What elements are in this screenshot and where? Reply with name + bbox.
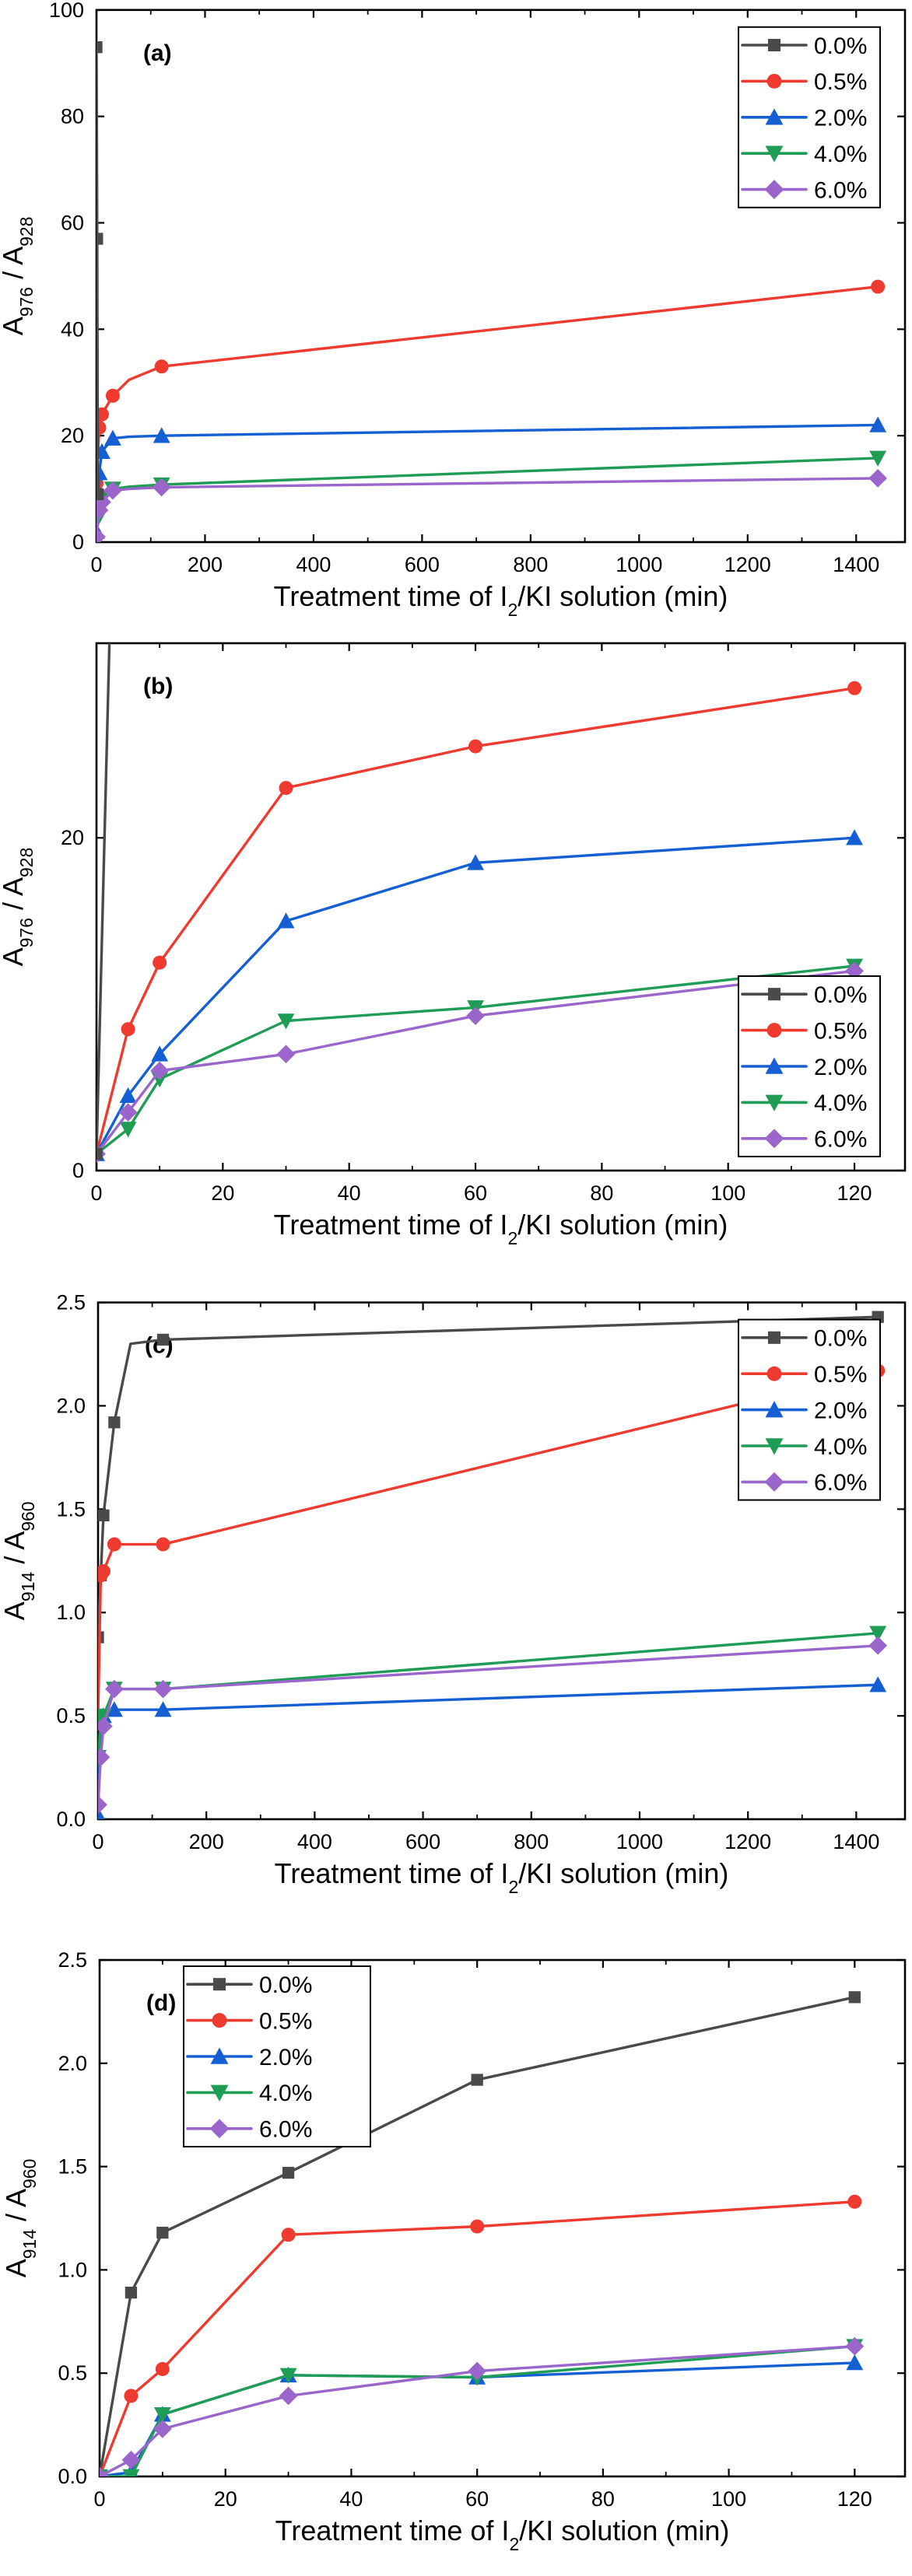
- svg-text:2.0%: 2.0%: [814, 106, 867, 131]
- svg-text:80: 80: [61, 105, 84, 128]
- svg-text:60: 60: [464, 1181, 487, 1205]
- svg-text:20: 20: [214, 2487, 237, 2511]
- svg-text:1.0: 1.0: [58, 2258, 87, 2281]
- svg-text:600: 600: [405, 553, 440, 576]
- svg-text:0.5%: 0.5%: [814, 69, 867, 95]
- svg-text:120: 120: [837, 1181, 872, 1205]
- svg-text:6.0%: 6.0%: [814, 177, 867, 203]
- svg-text:0.0: 0.0: [58, 2465, 87, 2488]
- svg-text:4.0%: 4.0%: [814, 1090, 867, 1116]
- svg-text:40: 40: [61, 317, 84, 341]
- svg-text:0.5%: 0.5%: [259, 2008, 312, 2034]
- svg-text:1000: 1000: [616, 553, 662, 576]
- svg-text:(a): (a): [143, 40, 172, 66]
- svg-text:100: 100: [711, 2487, 746, 2511]
- svg-text:60: 60: [465, 2487, 489, 2511]
- svg-text:0: 0: [90, 1181, 102, 1205]
- svg-text:2.5: 2.5: [56, 1291, 86, 1314]
- svg-text:200: 200: [189, 1830, 224, 1853]
- svg-text:2.0%: 2.0%: [814, 1398, 867, 1423]
- svg-text:800: 800: [514, 1830, 549, 1853]
- svg-text:2.0: 2.0: [58, 2052, 87, 2075]
- svg-text:20: 20: [61, 826, 84, 849]
- svg-text:4.0%: 4.0%: [814, 1434, 867, 1460]
- svg-text:2.5: 2.5: [58, 1948, 87, 1972]
- svg-text:0: 0: [90, 553, 102, 576]
- svg-text:0: 0: [72, 1159, 84, 1182]
- svg-text:0.5%: 0.5%: [814, 1362, 867, 1388]
- svg-text:600: 600: [405, 1830, 440, 1853]
- svg-text:20: 20: [61, 424, 84, 447]
- svg-text:(d): (d): [146, 1990, 176, 2016]
- svg-text:2.0%: 2.0%: [814, 1055, 867, 1080]
- svg-text:4.0%: 4.0%: [259, 2081, 312, 2106]
- svg-text:1.0: 1.0: [56, 1601, 86, 1624]
- svg-text:0.5: 0.5: [58, 2361, 87, 2385]
- svg-text:0: 0: [92, 1830, 103, 1853]
- svg-text:800: 800: [513, 553, 548, 576]
- svg-text:4.0%: 4.0%: [814, 142, 867, 167]
- svg-text:100: 100: [710, 1181, 745, 1205]
- svg-text:1400: 1400: [833, 553, 879, 576]
- svg-text:1000: 1000: [616, 1830, 663, 1853]
- svg-text:100: 100: [49, 0, 84, 22]
- svg-text:40: 40: [338, 1181, 361, 1205]
- svg-text:6.0%: 6.0%: [814, 1470, 867, 1496]
- svg-text:400: 400: [297, 1830, 332, 1853]
- svg-text:1.5: 1.5: [58, 2155, 87, 2179]
- svg-text:1200: 1200: [724, 553, 771, 576]
- svg-text:0.0: 0.0: [56, 1808, 86, 1831]
- svg-text:6.0%: 6.0%: [814, 1127, 867, 1153]
- svg-text:20: 20: [211, 1181, 234, 1205]
- svg-text:0.0%: 0.0%: [814, 1326, 867, 1352]
- svg-text:0.0%: 0.0%: [259, 1972, 312, 1998]
- svg-text:400: 400: [296, 553, 331, 576]
- svg-text:0: 0: [93, 2487, 105, 2511]
- svg-text:6.0%: 6.0%: [259, 2117, 312, 2143]
- svg-text:80: 80: [590, 1181, 613, 1205]
- svg-text:0.5%: 0.5%: [814, 1018, 867, 1044]
- svg-text:200: 200: [188, 553, 223, 576]
- svg-text:60: 60: [61, 211, 84, 234]
- svg-text:1.5: 1.5: [56, 1497, 86, 1521]
- svg-text:0: 0: [72, 530, 84, 554]
- svg-text:1200: 1200: [724, 1830, 771, 1853]
- svg-text:2.0: 2.0: [56, 1394, 86, 1417]
- svg-text:40: 40: [339, 2487, 363, 2511]
- svg-text:1400: 1400: [833, 1830, 879, 1853]
- svg-text:80: 80: [591, 2487, 615, 2511]
- svg-text:0.0%: 0.0%: [814, 982, 867, 1008]
- svg-text:2.0%: 2.0%: [259, 2045, 312, 2070]
- svg-text:(b): (b): [143, 674, 173, 699]
- svg-text:0.5: 0.5: [56, 1704, 86, 1727]
- svg-text:0.0%: 0.0%: [814, 33, 867, 59]
- svg-text:120: 120: [837, 2487, 872, 2511]
